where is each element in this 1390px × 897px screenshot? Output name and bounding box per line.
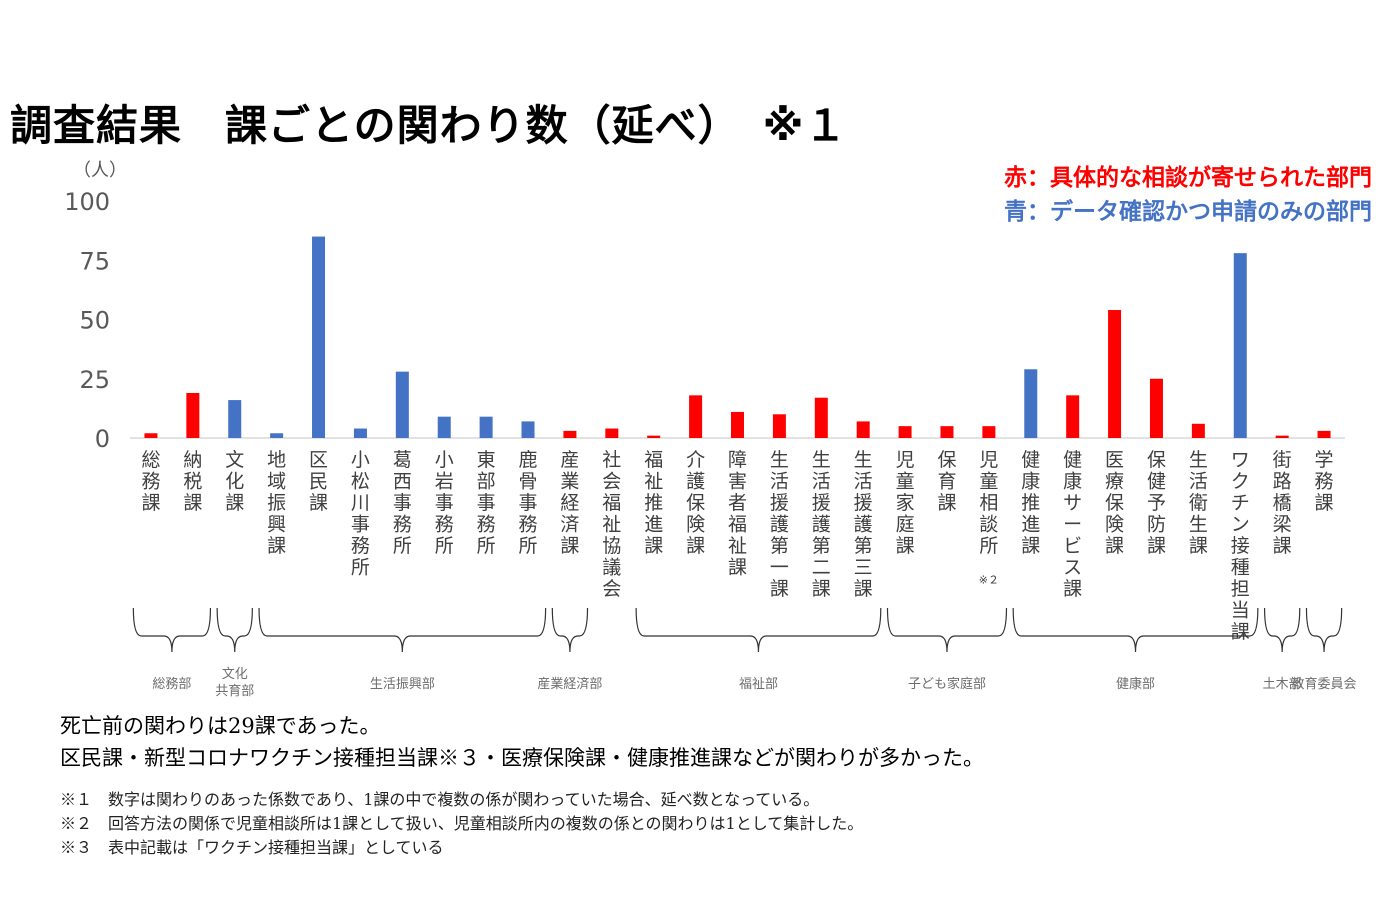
bar-chart: （人） 0 25 50 75 100 総務課 納税課 文化課 地域振興課 区民課 小松川事務所 葛西事務… xyxy=(64,160,1357,699)
x-category-label: 生活援護第二課 xyxy=(812,449,831,600)
bar xyxy=(940,426,954,438)
bar xyxy=(814,397,828,438)
bar xyxy=(270,433,284,438)
bar xyxy=(772,414,786,438)
bar xyxy=(1108,310,1122,438)
group-brace xyxy=(1012,607,1259,653)
summary-line-1: 死亡前の関わりは29課であった。 xyxy=(60,714,381,738)
x-category-label: 児童相談所 xyxy=(979,449,998,557)
x-category-label: 生活援護第一課 xyxy=(770,449,789,600)
bar xyxy=(1233,253,1247,438)
page-title: 調査結果 課ごとの関わり数（延べ） ※１ xyxy=(10,101,848,150)
x-category-label: 健康サービス課 xyxy=(1063,449,1082,600)
x-category-label: 産業経済課 xyxy=(560,449,579,557)
category-annotation: ※２ xyxy=(979,574,999,587)
x-category-label: 納税課 xyxy=(183,449,202,514)
y-tick-label: 50 xyxy=(79,307,110,335)
bar xyxy=(521,421,535,438)
group-label: 福祉部 xyxy=(739,677,778,692)
bar xyxy=(228,400,242,438)
group-brace xyxy=(1263,607,1301,653)
x-category-label: 児童家庭課 xyxy=(896,449,915,557)
x-category-label: 介護保険課 xyxy=(686,449,705,557)
group-label: 子ども家庭部 xyxy=(908,676,986,692)
x-category-label: 総務課 xyxy=(141,449,160,514)
x-category-label: 保育課 xyxy=(937,449,956,514)
bar xyxy=(1191,423,1205,438)
bar xyxy=(647,435,661,438)
group-brace xyxy=(551,607,589,653)
bar xyxy=(856,421,870,438)
y-tick-label: 0 xyxy=(95,425,110,453)
x-category-label: 福祉推進課 xyxy=(644,449,663,557)
bar xyxy=(479,416,493,438)
summary-line-2: 区民課・新型コロナワクチン接種担当課※３・医療保険課・健康推進課などが関わりが多… xyxy=(60,746,984,770)
y-tick-label: 25 xyxy=(79,366,110,394)
x-category-label: 小岩事務所 xyxy=(435,449,454,557)
bar xyxy=(1066,395,1080,438)
bar xyxy=(1275,435,1289,438)
x-category-label: 地域振興課 xyxy=(267,449,286,557)
x-category-label: 生活援護第三課 xyxy=(854,449,873,600)
bar xyxy=(312,236,326,438)
group-brace xyxy=(132,607,212,653)
footnote-1: ※１ 数字は関わりのあった係数であり、1課の中で複数の係が関わっていた場合、延べ… xyxy=(60,790,820,809)
group-brace xyxy=(258,607,547,653)
footnote-2: ※２ 回答方法の関係で児童相談所は1課として扱い、児童相談所内の複数の係との関わ… xyxy=(60,814,864,833)
x-category-label: 区民課 xyxy=(309,449,328,514)
x-category-label: 東部事務所 xyxy=(477,449,496,557)
x-category-label: 小松川事務所 xyxy=(351,449,370,579)
bar xyxy=(1149,378,1163,438)
bar xyxy=(982,426,996,438)
bar xyxy=(689,395,703,438)
bar xyxy=(563,430,577,438)
y-axis-unit-label: （人） xyxy=(73,160,127,181)
bar xyxy=(144,433,158,438)
x-category-label: 医療保険課 xyxy=(1105,449,1124,557)
x-category-label: 文化課 xyxy=(225,449,244,514)
x-category-label: ワクチン接種担当課 xyxy=(1231,449,1250,643)
bar xyxy=(731,411,744,438)
bar xyxy=(395,371,409,438)
footnote-3: ※３ 表中記載は「ワクチン接種担当課」としている xyxy=(60,838,444,857)
group-label: 生活振興部 xyxy=(370,677,435,692)
bar xyxy=(898,426,912,438)
x-category-label: 保健予防課 xyxy=(1147,449,1166,557)
bar xyxy=(186,392,200,438)
group-label: 文化共育部 xyxy=(215,667,254,699)
y-tick-label: 100 xyxy=(64,188,110,216)
bar xyxy=(437,416,451,438)
bar xyxy=(605,428,619,438)
bar xyxy=(1317,430,1331,438)
group-label: 産業経済部 xyxy=(537,676,602,692)
group-brace xyxy=(886,607,1008,653)
group-brace xyxy=(216,607,253,653)
group-brace xyxy=(635,607,882,653)
group-brace xyxy=(1305,607,1343,653)
legend-red-label: 赤：具体的な相談が寄せられた部門 xyxy=(1004,165,1372,191)
legend-blue-label: 青：データ確認かつ申請のみの部門 xyxy=(1004,199,1372,225)
group-label: 健康部 xyxy=(1116,676,1155,692)
bar xyxy=(1024,369,1038,438)
x-category-label: 葛西事務所 xyxy=(393,449,412,557)
x-category-label: 街路橋梁課 xyxy=(1273,449,1292,557)
group-label: 教育委員会 xyxy=(1292,676,1357,692)
x-category-label: 障害者福祉課 xyxy=(728,449,747,579)
y-tick-label: 75 xyxy=(79,247,110,275)
x-category-label: 健康推進課 xyxy=(1021,449,1040,557)
x-category-label: 学務課 xyxy=(1315,449,1334,514)
x-category-label: 生活衛生課 xyxy=(1189,449,1208,557)
bar xyxy=(353,428,367,438)
x-category-label: 社会福祉協議会 xyxy=(602,449,621,600)
x-category-label: 鹿骨事務所 xyxy=(519,449,538,557)
group-label: 土木部 xyxy=(1263,677,1302,692)
group-label: 総務部 xyxy=(152,677,191,692)
